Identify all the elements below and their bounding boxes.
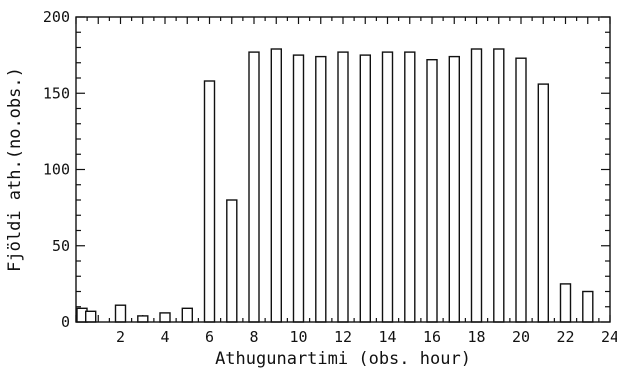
bar-13 [359,54,371,323]
bar-10 [292,54,305,323]
bar-16 [426,59,438,323]
bar-19 [493,48,505,323]
x-tick-label: 10 [289,328,307,346]
bar-9 [270,48,282,323]
bar-2 [114,304,127,323]
bar-5 [181,307,194,323]
bar-17 [448,55,460,323]
bar-15 [404,51,416,323]
x-tick-label: 2 [116,328,125,346]
x-tick-label: 12 [334,328,352,346]
x-tick-label: 4 [160,328,169,346]
y-axis-label: Fjöldi ath.(no.obs.) [5,67,25,272]
bars-layer [76,48,594,323]
bar-18 [470,48,483,323]
y-tick-label: 100 [43,161,70,179]
bar-11 [315,55,327,323]
x-tick-label: 6 [205,328,214,346]
x-tick-label: 18 [467,328,485,346]
x-tick-label: 20 [512,328,530,346]
y-tick-label: 200 [43,8,70,26]
x-tick-label: 8 [249,328,258,346]
bar-8 [248,51,260,323]
bar-7 [226,199,238,323]
x-tick-label: 22 [556,328,574,346]
y-tick-label: 50 [52,237,70,255]
bar-12 [337,51,349,323]
x-tick-label: 14 [378,328,396,346]
bar-21 [537,83,549,323]
bar-3 [137,315,149,323]
bar-23 [582,290,594,323]
bar-14 [381,51,394,323]
plot-frame [75,16,611,323]
x-tick-label: 16 [423,328,441,346]
bar-4 [159,312,171,323]
bar-6 [203,80,216,323]
x-tick-label: 24 [601,328,617,346]
bar-22 [559,283,572,323]
y-tick-label: 0 [61,313,70,331]
x-axis-label: Athugunartimi (obs. hour) [215,349,471,369]
y-tick-label: 150 [43,84,70,102]
bar-1 [84,310,97,323]
bar-20 [515,57,527,323]
